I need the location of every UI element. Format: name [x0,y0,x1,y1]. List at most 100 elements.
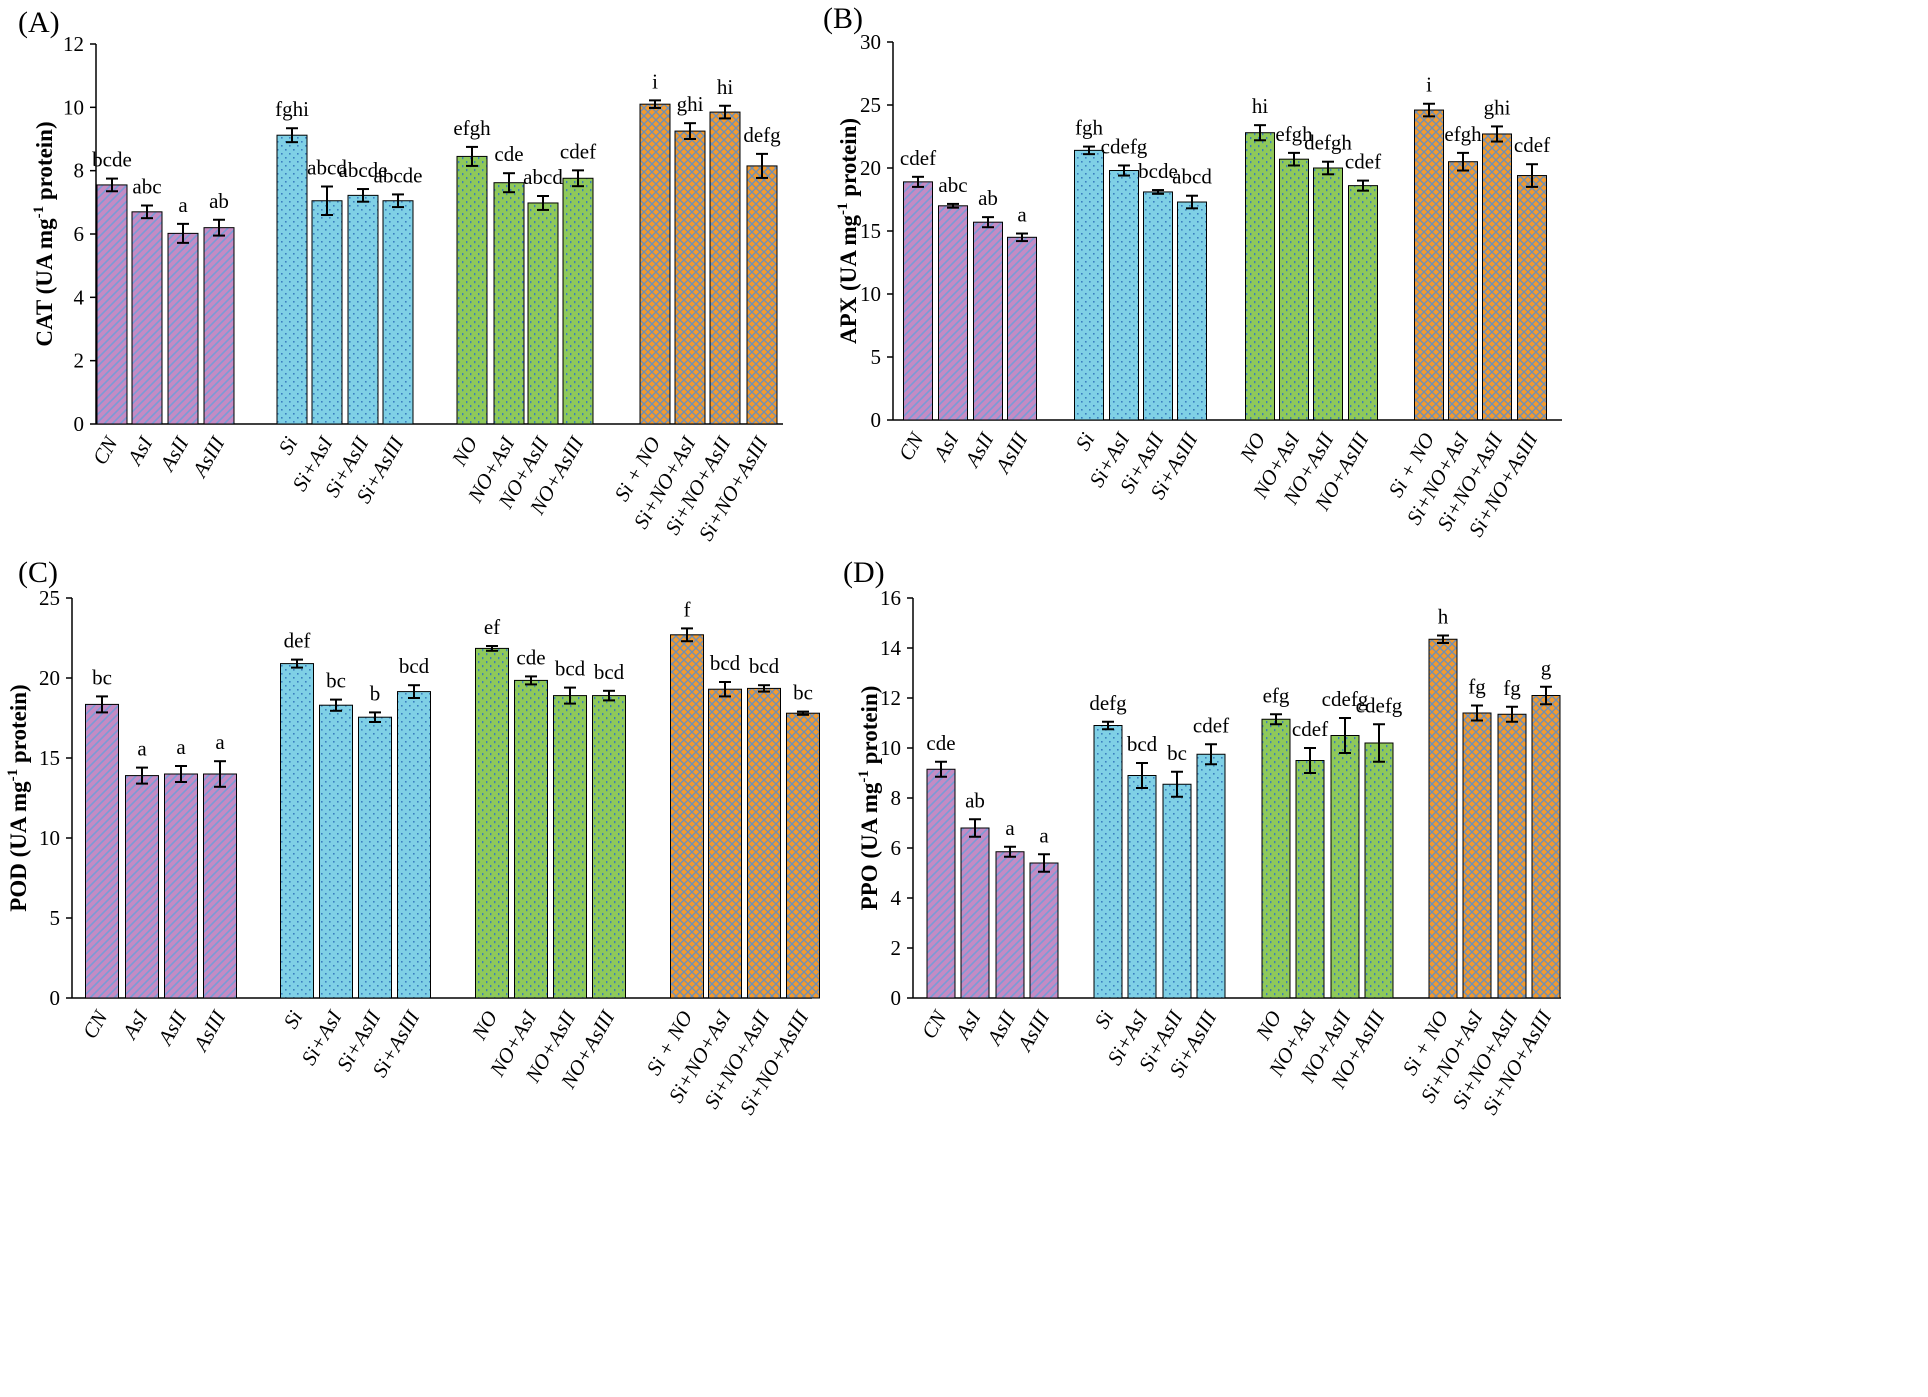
error-bar [797,710,809,716]
bar [592,695,626,999]
error-bar [912,175,924,188]
bar [319,704,353,999]
error-bar [1322,160,1334,176]
significance-label: cdefg [1322,687,1369,711]
error-bar [141,204,153,220]
bar [1414,109,1444,421]
error-bar [572,169,584,188]
significance-label: ab [209,189,229,213]
significance-label: defg [743,123,781,147]
error-bar [969,818,981,838]
bar [1428,638,1458,999]
y-tick-label: 4 [74,285,85,309]
bar [1448,161,1478,421]
significance-label: ghi [1484,95,1511,119]
significance-label: cdefg [1101,134,1148,158]
bar [1295,760,1325,999]
bar [960,827,990,999]
panel-label: (B) [823,2,863,35]
bar [1245,132,1275,421]
error-bar [603,689,615,702]
y-axis-label: PPO (UA mg-1 protein) [856,686,882,911]
x-tick-label: CN [894,428,929,465]
panel-label: (D) [843,556,885,589]
error-bar [1038,853,1050,873]
y-tick-label: 16 [880,586,901,610]
bar [1177,201,1207,421]
significance-label: b [370,681,381,705]
x-tick-label: AsI [122,432,158,471]
error-bar [1016,232,1028,243]
significance-label: efgh [1275,122,1313,146]
x-tick-label: Si [1070,428,1099,454]
bar [1348,185,1378,421]
y-tick-label: 12 [63,32,84,56]
bar [1364,742,1394,999]
significance-label: a [176,735,186,759]
error-bar [947,202,959,209]
y-tick-label: 5 [871,345,882,369]
bar [164,773,198,999]
y-tick-label: 8 [891,786,902,810]
y-tick-label: 20 [860,156,881,180]
error-bar [1491,125,1503,143]
error-bar [982,216,994,229]
error-bar [649,99,661,109]
bar [311,200,343,425]
bar [203,773,237,999]
significance-label: abcde [339,158,388,182]
significance-label: a [1017,203,1027,227]
error-bar [369,711,381,723]
bar [1261,718,1291,999]
y-tick-label: 10 [63,95,84,119]
error-bar [1437,634,1449,644]
significance-label: ab [978,186,998,210]
bar [786,712,820,999]
error-bar [357,188,369,203]
significance-label: defgh [1304,131,1352,155]
error-bar [525,675,537,686]
significance-label: i [1426,73,1432,97]
significance-label: efg [1263,683,1290,707]
error-bar [1373,723,1385,763]
error-bar [719,681,731,698]
error-bar [1171,770,1183,798]
y-tick-label: 2 [891,936,902,960]
significance-label: bcd [749,654,780,678]
significance-label: ab [965,788,985,812]
significance-label: cde [516,645,545,669]
y-axis-label: APX (UA mg-1 protein) [835,118,861,344]
significance-label: bcd [555,657,586,681]
significance-label: fg [1503,676,1521,700]
error-bar [1152,189,1164,195]
error-bar [175,765,187,783]
error-bar [1186,194,1198,210]
x-tick-label: Si [278,1006,307,1032]
error-bar [935,760,947,778]
significance-label: bcd [399,654,430,678]
bar [96,184,128,425]
error-bar [1506,705,1518,723]
bar [747,687,781,999]
significance-label: h [1438,605,1449,629]
significance-label: def [284,629,311,653]
x-tick-label: CN [78,1006,113,1043]
bar [1007,236,1037,421]
error-bar [1423,102,1435,118]
error-bar [321,185,333,216]
significance-label: bcd [1127,732,1158,756]
bar [382,200,414,425]
bar [562,177,594,425]
y-tick-label: 25 [860,93,881,117]
x-tick-label: CN [88,432,123,469]
bar [1462,712,1492,999]
y-tick-label: 2 [74,349,85,373]
bar [1029,862,1059,999]
bar [709,111,741,425]
bar [926,768,956,999]
error-bar [1205,743,1217,766]
error-bar [1540,685,1552,706]
error-bar [1288,151,1300,167]
x-tick-label: AsIII [1012,1006,1055,1057]
bar [553,695,587,999]
